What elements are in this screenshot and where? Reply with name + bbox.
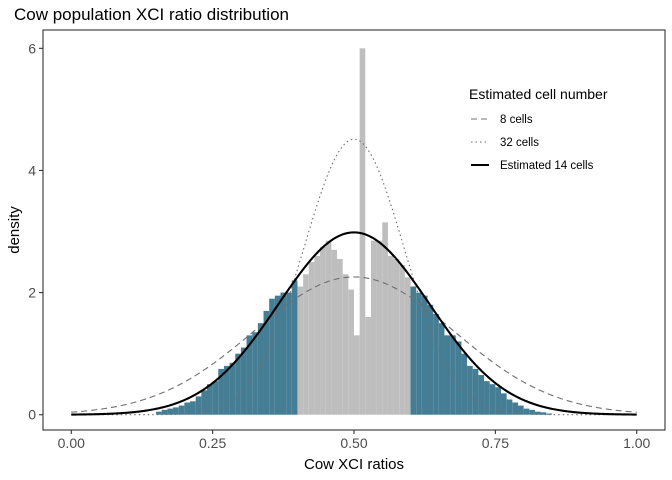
histogram-bar-center	[337, 259, 343, 415]
histogram-bar-center	[393, 259, 400, 415]
x-axis: 0.00 0.25 0.50 0.75 1.00	[58, 430, 651, 451]
y-tick-label: 2	[28, 285, 36, 301]
histogram-bar-tail	[444, 335, 451, 415]
histogram-bar-center	[325, 240, 332, 415]
histogram-bar-tail	[461, 353, 468, 415]
histogram-bar-tail	[240, 347, 247, 415]
histogram-bar-tail	[206, 384, 213, 415]
histogram-bar-tail	[512, 402, 518, 415]
histogram-bar-center	[404, 277, 411, 415]
histogram-bar-center	[387, 255, 394, 415]
histogram-bar-center	[376, 240, 383, 415]
legend-title: Estimated cell number	[469, 86, 608, 102]
legend-items: 8 cells 32 cells Estimated 14 cells	[471, 114, 594, 172]
histogram-bar-tail	[167, 408, 174, 415]
histogram-bar-tail	[246, 335, 253, 415]
x-tick-label: 1.00	[623, 435, 650, 451]
histogram-bar-center	[342, 274, 349, 415]
histogram-bar-tail	[173, 407, 179, 415]
histogram-bar-center	[308, 262, 315, 415]
histogram-bar-center	[331, 249, 338, 415]
histogram-bar-tail	[546, 413, 552, 415]
histogram-bar-center	[354, 335, 360, 415]
histogram-bar-tail	[495, 387, 502, 415]
histogram-bar-tail	[280, 292, 287, 415]
histogram-bar-tail	[291, 280, 298, 415]
x-tick-label: 0.75	[482, 435, 509, 451]
histogram-bar-center	[399, 265, 405, 415]
histogram-bar-center	[348, 289, 354, 415]
histogram-bar-tail	[269, 298, 275, 415]
x-tick-label: 0.00	[58, 435, 85, 451]
histogram-bar-tail	[523, 408, 530, 415]
histogram-bar-tail	[489, 384, 496, 415]
legend-label: 8 cells	[500, 114, 533, 126]
histogram-bar-tail	[218, 368, 224, 415]
x-tick-label: 0.50	[340, 435, 367, 451]
histogram-bar-tail	[421, 295, 428, 415]
legend-label: Estimated 14 cells	[500, 160, 594, 172]
histogram-bar-center	[370, 240, 377, 415]
y-axis-title: density	[6, 206, 23, 254]
histogram-bar-tail	[161, 409, 168, 415]
legend: Estimated cell number 8 cells 32 cells Est…	[469, 86, 608, 172]
y-axis: 0 2 4 6	[28, 40, 43, 423]
histogram-bar-tail	[540, 412, 547, 415]
histogram-bar-center	[297, 286, 304, 415]
histogram-bar-center	[382, 222, 388, 415]
histogram-bars	[156, 48, 552, 415]
histogram-bar-tail	[472, 368, 479, 415]
histogram-bar-tail	[410, 286, 417, 415]
histogram-bar-tail	[427, 304, 434, 415]
histogram-bar-tail	[195, 396, 202, 415]
histogram-bar-tail	[450, 335, 456, 415]
histogram-bar-tail	[478, 375, 485, 415]
histogram-bar-center	[320, 246, 326, 415]
histogram-bar-tail	[201, 390, 207, 415]
histogram-bar-center	[303, 274, 309, 415]
x-tick-label: 0.25	[199, 435, 226, 451]
histogram-bar-center	[365, 317, 371, 415]
histogram-bar-tail	[190, 401, 196, 415]
y-tick-label: 6	[28, 40, 36, 56]
y-tick-label: 4	[28, 162, 36, 178]
curve-estimated-14-cells	[71, 231, 637, 416]
histogram-bar-tail	[156, 411, 162, 415]
histogram-bar-tail	[416, 292, 422, 415]
histogram-bar-tail	[501, 393, 507, 415]
histogram-bar-tail	[438, 323, 445, 415]
chart-title: Cow population XCI ratio distribution	[14, 5, 289, 24]
y-tick-label: 0	[28, 407, 36, 423]
histogram-bar-tail	[534, 411, 541, 415]
histogram-bar-center	[359, 48, 366, 415]
histogram-bar-tail	[286, 292, 292, 415]
histogram-bar-tail	[529, 409, 535, 415]
density-curves	[71, 138, 637, 416]
histogram-bar-tail	[229, 362, 236, 415]
histogram-bar-tail	[274, 295, 281, 415]
histogram-bar-tail	[252, 332, 258, 415]
histogram-bar-tail	[223, 365, 230, 415]
histogram-bar-tail	[455, 341, 462, 415]
histogram-bar-tail	[235, 353, 241, 415]
histogram-bar-tail	[506, 399, 513, 415]
histogram-bar-tail	[433, 313, 439, 415]
histogram-bar-center	[314, 255, 321, 415]
histogram-bar-tail	[212, 381, 219, 415]
legend-label: 32 cells	[500, 137, 539, 149]
histogram-bar-tail	[178, 405, 185, 415]
histogram-bar-tail	[257, 323, 264, 415]
x-axis-title: Cow XCI ratios	[304, 456, 404, 473]
curve-8-cells	[71, 276, 637, 413]
histogram-bar-tail	[263, 310, 270, 415]
histogram-bar-tail	[184, 402, 191, 415]
histogram-bar-tail	[484, 381, 490, 415]
histogram-bar-tail	[467, 365, 473, 415]
histogram-bar-tail	[517, 405, 524, 415]
